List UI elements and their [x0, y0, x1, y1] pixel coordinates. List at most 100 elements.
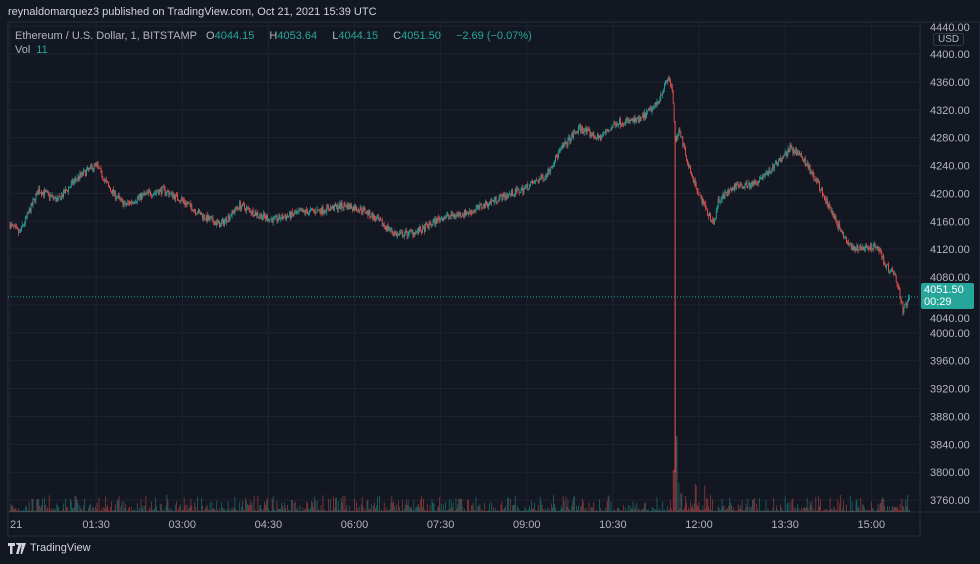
volume-bar	[401, 500, 403, 512]
candle-body	[550, 167, 552, 172]
volume-bar	[795, 508, 797, 512]
candle-body	[162, 186, 164, 188]
volume-bar	[781, 510, 783, 512]
volume-bar	[39, 505, 41, 512]
candle-body	[593, 132, 595, 137]
volume-bar	[161, 510, 163, 512]
volume-bar	[739, 505, 741, 512]
candle-body	[806, 162, 808, 166]
x-tick-label: 12:00	[685, 519, 713, 531]
candle-body	[765, 173, 767, 174]
change-value: −2.69 (−0.07%)	[455, 30, 532, 42]
volume-bar	[366, 500, 368, 512]
candle-body	[556, 155, 557, 157]
candle-body	[444, 218, 445, 219]
candle-body	[897, 285, 899, 287]
volume-bar	[350, 510, 352, 512]
symbol-title[interactable]: Ethereum / U.S. Dollar, 1, BITSTAMP	[15, 30, 197, 42]
volume-bar	[736, 510, 738, 512]
candle-body	[289, 212, 290, 216]
candle-body	[679, 129, 681, 132]
volume-bar	[10, 504, 12, 512]
candle-body	[859, 246, 861, 250]
volume-bar	[37, 498, 39, 512]
candle-body	[662, 92, 664, 96]
volume-bar	[748, 510, 750, 512]
candle-body	[37, 191, 39, 195]
volume-bar	[853, 510, 855, 512]
candle-body	[75, 178, 77, 180]
candle-body	[286, 216, 287, 220]
volume-bar	[230, 508, 232, 512]
candle-body	[637, 117, 639, 118]
volume-bar	[245, 497, 246, 512]
volume-bar	[46, 507, 48, 512]
candle-body	[646, 110, 648, 112]
volume-bar	[267, 497, 268, 512]
candle-body	[378, 217, 379, 220]
candle-body	[134, 202, 136, 203]
candle-body	[774, 163, 776, 169]
volume-bar	[228, 509, 230, 512]
y-tick-label: 3960.00	[930, 356, 970, 368]
volume-bar	[516, 505, 518, 512]
candle-body	[293, 212, 295, 216]
volume-bar	[299, 505, 301, 512]
volume-bar	[493, 510, 495, 512]
candle-body	[740, 182, 742, 186]
volume-bar	[847, 510, 849, 512]
candle-body	[729, 189, 731, 193]
candle-body	[781, 157, 783, 159]
volume-bar	[38, 499, 40, 512]
volume-bar	[54, 508, 56, 512]
candle-body	[473, 210, 475, 212]
volume-bar	[632, 501, 634, 512]
volume-bar	[389, 509, 391, 512]
candle-body	[111, 190, 112, 194]
volume-bar	[581, 498, 583, 512]
volume-bar	[896, 506, 898, 512]
volume-bar	[679, 508, 681, 512]
candle-body	[332, 205, 333, 209]
candle-body	[389, 229, 391, 231]
candle-body	[491, 199, 493, 201]
candle-body	[769, 169, 771, 173]
candle-body	[176, 194, 177, 195]
candle-body	[693, 179, 695, 183]
volume-bar	[100, 510, 102, 512]
candle-body	[902, 302, 904, 313]
volume-bar	[702, 505, 704, 512]
candle-body	[394, 232, 396, 235]
volume-bar	[822, 510, 823, 512]
candle-body	[598, 134, 599, 139]
volume-bar	[346, 505, 348, 512]
candle-body	[735, 184, 736, 188]
candle-body	[779, 158, 781, 162]
volume-bar	[633, 510, 635, 512]
candle-body	[183, 200, 185, 203]
candle-body	[276, 215, 278, 221]
candle-body	[440, 217, 442, 221]
currency-button[interactable]: USD	[933, 33, 965, 46]
candle-body	[126, 204, 128, 206]
volume-bar	[178, 508, 179, 512]
candle-body	[596, 137, 598, 139]
volume-bar	[446, 510, 448, 512]
candle-body	[337, 207, 339, 210]
candle-body	[695, 183, 697, 189]
volume-bar	[398, 501, 399, 512]
volume-bar	[635, 509, 637, 512]
candle-body	[167, 191, 169, 192]
candle-body	[360, 207, 362, 212]
candle-body	[100, 168, 102, 171]
candle-body	[20, 230, 21, 232]
candle-body	[836, 220, 838, 224]
volume-bar	[638, 507, 640, 512]
candle-body	[45, 190, 46, 192]
volume-bar	[74, 495, 76, 512]
candle-body	[252, 209, 254, 216]
volume-bar	[643, 508, 644, 512]
candle-body	[431, 224, 433, 226]
volume-bar	[645, 502, 646, 512]
